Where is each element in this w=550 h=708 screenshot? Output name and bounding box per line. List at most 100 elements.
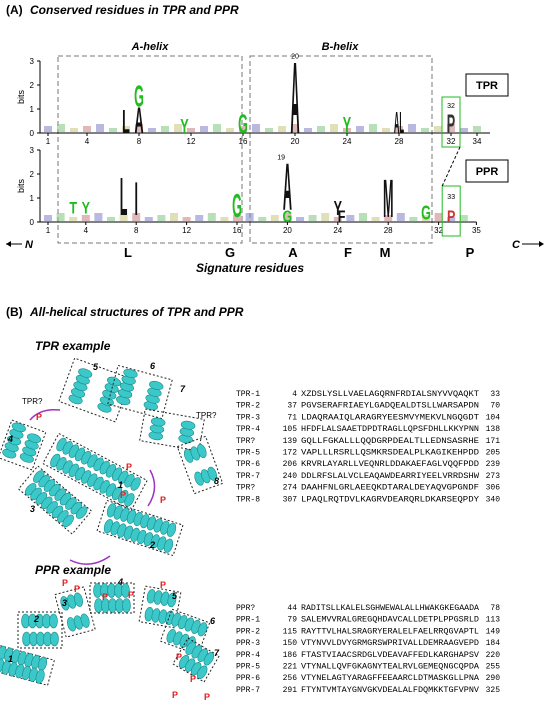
sequence: GQLLFGKALLLQQDGRPDEALTLLEDNSASRHE	[301, 437, 479, 446]
position-mark: 32	[447, 103, 455, 110]
sequence: PGVSERAFRIAEYLGADQEALDTSLLWARSAPDN	[301, 402, 479, 411]
helix	[0, 658, 45, 684]
repeat-box	[0, 419, 47, 471]
c-terminus: C	[512, 239, 521, 251]
helix	[171, 612, 208, 637]
helix-number: 1	[8, 654, 13, 664]
repeat-name: TPR-2	[236, 402, 260, 411]
minor-residues	[119, 215, 128, 221]
helix-turn	[78, 368, 93, 378]
end-residue: 306	[486, 484, 501, 493]
x-tick-label: 32	[447, 137, 456, 146]
minor-residues	[283, 213, 292, 221]
x-tick-label: 32	[434, 226, 443, 235]
end-residue: 205	[486, 449, 501, 458]
minor-residues	[356, 126, 364, 132]
helix	[144, 606, 175, 626]
sequence: XZDSLYSLLVAELAGQRNFRDIALSNYVVQAQKT	[301, 390, 479, 399]
helix	[22, 631, 59, 647]
repeat-name: PPR-1	[236, 616, 260, 625]
logo-letter: G	[238, 110, 248, 139]
repeat-name: TPR?	[236, 484, 255, 493]
helix	[143, 380, 164, 411]
start-residue: 221	[283, 663, 298, 672]
sequence: FTYNTVMTAYGNVGKVDEALALFDQMKKTGFVPNV	[301, 686, 479, 695]
end-residue: 171	[486, 437, 501, 446]
minor-residues	[396, 213, 405, 221]
end-residue: 325	[486, 686, 501, 695]
minor-residues	[233, 215, 241, 221]
minor-residues	[447, 124, 455, 132]
signature-residue: M	[380, 245, 391, 260]
end-residue: 113	[486, 616, 501, 625]
minor-residues	[56, 213, 65, 221]
logo-letter: T	[69, 200, 77, 218]
repeat-name: TPR-3	[236, 413, 260, 422]
minor-residues	[308, 215, 317, 221]
helix-turn	[130, 477, 141, 491]
sequence: KRVRLAYARLLVEQNRLDDAKAEFAGLVQQFPDD	[301, 460, 479, 469]
minor-residues	[421, 128, 429, 132]
helix-turn	[180, 420, 196, 430]
sequence: RADITSLLKALELSGHWEWALALLHWAKGKEGAADA	[301, 604, 479, 613]
helix	[185, 641, 215, 666]
minor-residues	[473, 126, 481, 132]
logo-letter: G	[232, 188, 242, 225]
c-arrowhead	[539, 241, 544, 247]
helix-number: 6	[150, 361, 156, 371]
helix-turn	[197, 444, 207, 459]
helix-number: 8	[214, 476, 219, 486]
minor-residues	[157, 215, 166, 221]
helix-turn	[124, 493, 135, 507]
unknown-repeat: TPR?	[22, 397, 43, 406]
end-residue: 290	[486, 674, 501, 683]
end-residue: 138	[486, 425, 501, 434]
logo-letter: I	[134, 174, 138, 226]
position-mark: 19	[277, 155, 285, 162]
y-tick-label: 0	[30, 218, 35, 227]
minor-residues	[371, 217, 380, 221]
y-tick-label: 2	[30, 81, 35, 90]
helix	[21, 613, 58, 629]
loop	[29, 408, 156, 565]
tpr-tag-box	[465, 73, 509, 97]
helix-turn	[62, 514, 74, 528]
minor-residues	[107, 217, 115, 221]
minor-residues	[343, 128, 351, 132]
start-residue: 37	[287, 402, 297, 411]
logo-letter: A	[290, 43, 299, 155]
ppr-example-title: PPR example	[35, 563, 111, 577]
y-tick-label: 0	[30, 129, 35, 138]
minor-residues	[304, 128, 312, 132]
minor-residues	[296, 217, 304, 221]
repeat-name: TPR-5	[236, 449, 260, 458]
helix	[67, 613, 90, 632]
helix-turn	[123, 368, 138, 378]
start-residue: 206	[283, 460, 298, 469]
x-tick-label: 4	[85, 137, 90, 146]
minor-residues	[187, 128, 195, 132]
helix	[60, 592, 83, 611]
proline: P	[176, 652, 182, 662]
signature-residue: G	[225, 245, 235, 260]
helix-turn	[49, 613, 58, 629]
x-tick-label: 35	[472, 226, 481, 235]
b-helix-box	[249, 55, 433, 244]
y-axis-label: bits	[16, 179, 26, 194]
repeat-name: PPR-5	[236, 663, 260, 672]
minor-residues	[122, 126, 130, 132]
proline: P	[190, 674, 196, 684]
minor-residues	[317, 126, 325, 132]
minor-residues	[291, 124, 299, 132]
minor-residues	[330, 124, 338, 132]
start-residue: 71	[287, 413, 297, 422]
repeat-name: TPR-1	[236, 390, 260, 399]
x-tick-label: 4	[84, 226, 89, 235]
helix	[97, 376, 122, 413]
proline: P	[62, 578, 68, 588]
helix-number: 4	[7, 434, 13, 444]
repeat-name: TPR-7	[236, 472, 260, 481]
end-residue: 340	[486, 495, 501, 504]
helix-turn	[35, 669, 45, 684]
